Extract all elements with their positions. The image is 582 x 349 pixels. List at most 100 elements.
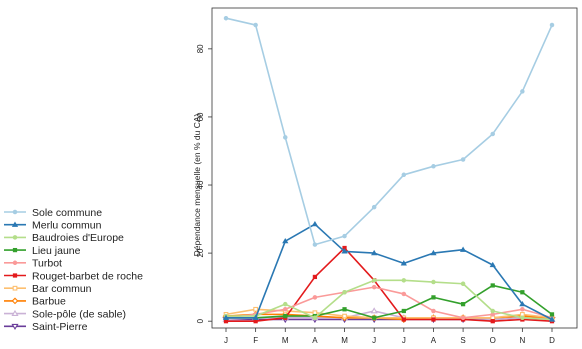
data-point <box>283 301 288 307</box>
legend-swatch-marker <box>11 309 19 316</box>
legend-label: Sole-pôle (de sable) <box>32 308 126 320</box>
data-point <box>371 284 377 290</box>
data-point <box>311 220 319 227</box>
data-point <box>401 308 406 314</box>
data-point <box>520 89 525 94</box>
legend-label: Bar commun <box>32 283 92 295</box>
data-point <box>460 281 466 286</box>
data-point <box>371 204 377 210</box>
legend-swatch-marker <box>12 209 18 215</box>
legend-swatch-marker <box>12 247 18 253</box>
series-1 <box>222 220 556 322</box>
legend-item: Baudroies d'Europe <box>4 232 124 244</box>
legend-label: Merlu commun <box>32 220 102 232</box>
data-point <box>223 15 229 21</box>
x-tick-label: D <box>549 336 555 345</box>
legend-swatch-marker <box>12 235 18 240</box>
y-tick-label: 0 <box>196 318 205 323</box>
data-point <box>341 248 348 254</box>
legend-swatch-marker <box>12 285 18 291</box>
data-point <box>312 310 318 316</box>
x-tick-label: M <box>282 336 289 345</box>
series-line <box>226 247 553 322</box>
data-point <box>548 316 556 322</box>
data-point <box>283 313 288 319</box>
data-point <box>490 308 495 314</box>
legend-item: Rouget-barbet de roche <box>4 270 143 282</box>
data-point <box>460 302 466 307</box>
legend-item: Sole-pôle (de sable) <box>4 308 126 320</box>
data-point <box>490 283 495 288</box>
data-point <box>282 237 289 244</box>
data-point <box>431 164 436 169</box>
y-tick-label: 20 <box>196 248 205 257</box>
data-point <box>431 295 436 300</box>
legend-label: Rouget-barbet de roche <box>32 270 143 282</box>
data-point <box>490 131 495 137</box>
legend-item: Turbot <box>4 258 62 270</box>
data-point <box>401 317 406 322</box>
data-point <box>342 233 347 239</box>
data-point <box>520 290 525 295</box>
data-point <box>342 313 347 319</box>
data-point <box>222 314 230 320</box>
legend-swatch-marker <box>11 323 19 330</box>
y-tick-label: 40 <box>196 180 205 189</box>
legend-item: Merlu commun <box>4 220 102 232</box>
y-tick-label: 60 <box>196 112 205 121</box>
data-point <box>342 290 347 295</box>
data-point <box>520 315 525 321</box>
data-point <box>283 307 288 312</box>
series-line <box>225 17 553 246</box>
legend-item: Sole commune <box>4 207 102 219</box>
data-point <box>400 260 407 266</box>
data-point <box>371 278 377 283</box>
data-point <box>312 242 318 247</box>
legend-item: Lieu jaune <box>4 245 81 257</box>
data-point <box>312 295 318 300</box>
legend-label: Turbot <box>32 258 62 270</box>
data-point <box>431 279 436 285</box>
x-tick-label: A <box>431 336 437 345</box>
data-point <box>489 261 496 268</box>
legend-label: Barbue <box>32 296 66 308</box>
series-2 <box>223 278 555 322</box>
data-point <box>253 306 259 312</box>
data-point <box>253 319 258 324</box>
x-tick-label: O <box>490 336 496 345</box>
data-point <box>520 307 525 312</box>
series-layer <box>222 15 556 324</box>
data-point <box>312 274 318 280</box>
series-line <box>226 279 553 321</box>
data-point <box>253 22 258 28</box>
data-point <box>549 312 555 317</box>
data-point <box>283 135 288 140</box>
data-point <box>460 157 466 162</box>
x-tick-label: F <box>253 336 258 345</box>
data-point <box>549 22 555 28</box>
x-tick-label: N <box>519 336 525 345</box>
axes: 0 20 40 60 80 J F M A M J J A S O N D <box>196 7 578 345</box>
legend-item: Saint-Pierre <box>4 321 88 333</box>
y-tick-label: 80 <box>196 44 205 53</box>
legend-label: Lieu jaune <box>32 245 81 257</box>
series-line <box>226 223 553 321</box>
data-point <box>342 307 347 312</box>
legend-item: Bar commun <box>4 283 92 295</box>
legend-swatch-marker <box>11 221 19 227</box>
x-tick-label: M <box>341 336 348 345</box>
data-point <box>431 317 436 322</box>
legend-label: Sole commune <box>32 207 102 219</box>
legend-label: Baudroies d'Europe <box>32 232 124 244</box>
data-point <box>460 315 466 321</box>
legend-item: Barbue <box>4 296 66 308</box>
data-point <box>370 307 378 314</box>
data-point <box>252 314 259 320</box>
x-tick-label: J <box>224 336 228 345</box>
legend-swatch-marker <box>11 297 19 305</box>
series-line <box>225 286 553 319</box>
data-point <box>371 249 378 256</box>
data-point <box>459 246 467 252</box>
